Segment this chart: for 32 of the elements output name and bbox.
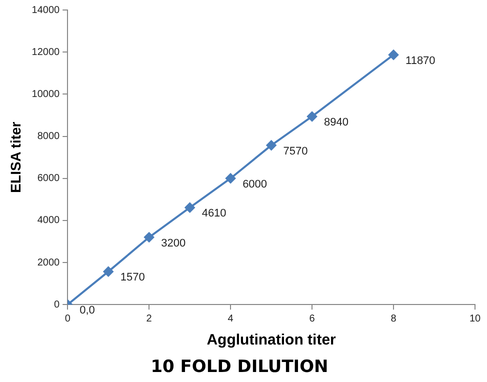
x-tick-label: 6 bbox=[309, 313, 316, 324]
x-tick-label: 2 bbox=[146, 313, 152, 324]
data-label: 6000 bbox=[242, 178, 268, 190]
point bbox=[103, 266, 114, 277]
x-axis-title: Agglutination titer bbox=[206, 332, 336, 349]
point bbox=[388, 50, 399, 60]
text: 10 FOLD DILUTION bbox=[150, 357, 328, 378]
data-label: 1570 bbox=[120, 272, 145, 284]
x-tick-label: 10 bbox=[469, 313, 481, 324]
point bbox=[307, 111, 318, 122]
x-tick-label: 8 bbox=[390, 313, 397, 324]
data-label: 4610 bbox=[202, 208, 226, 220]
y-tick-label: 14000 bbox=[32, 4, 60, 16]
y-axis-title: ELISA titer bbox=[7, 121, 24, 193]
x-tick-label: 0 bbox=[64, 313, 71, 324]
y-tick-label: 12000 bbox=[32, 46, 60, 58]
point bbox=[226, 173, 236, 184]
data-label: 0,0 bbox=[80, 304, 95, 317]
data-label: 3200 bbox=[161, 237, 186, 250]
point bbox=[144, 232, 154, 242]
data-label: 8940 bbox=[324, 116, 349, 129]
y-tick-label: 4000 bbox=[37, 215, 60, 226]
x-tick-label: 4 bbox=[228, 313, 234, 324]
data-label: 11870 bbox=[406, 54, 436, 67]
y-tick-label: 0 bbox=[54, 299, 60, 310]
point bbox=[266, 140, 276, 150]
point bbox=[184, 202, 195, 213]
y-tick-label: 10000 bbox=[32, 88, 60, 100]
y-tick-label: 6000 bbox=[37, 173, 60, 184]
data-label: 7570 bbox=[283, 145, 308, 158]
y-tick-label: 8000 bbox=[37, 131, 60, 142]
y-tick-label: 2000 bbox=[37, 257, 60, 268]
